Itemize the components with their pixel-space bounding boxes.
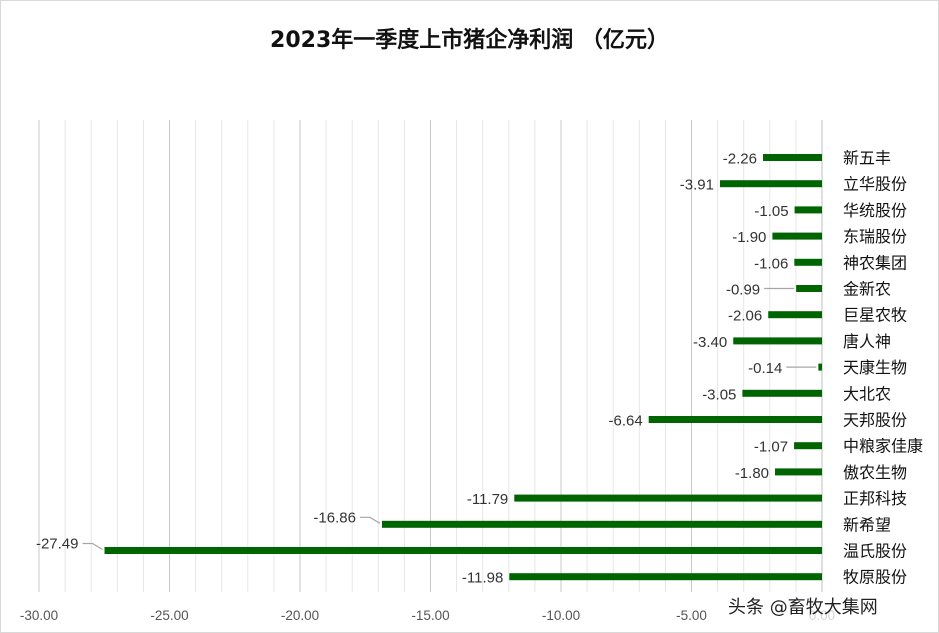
category-label: 金新农 xyxy=(843,280,891,299)
category-label: 中粮家佳康 xyxy=(843,437,923,456)
category-label: 新五丰 xyxy=(843,149,891,168)
bar xyxy=(381,520,822,528)
x-tick-label: -5.00 xyxy=(676,608,707,623)
category-label: 神农集团 xyxy=(843,253,907,272)
category-label: 华统股份 xyxy=(843,201,907,220)
x-tick-label: -30.00 xyxy=(20,608,58,623)
leader-line xyxy=(82,542,103,551)
bar xyxy=(514,494,822,502)
data-label: -6.64 xyxy=(608,413,642,430)
data-label: -0.99 xyxy=(726,282,760,299)
x-tick-label: -25.00 xyxy=(150,608,188,623)
data-label: -11.79 xyxy=(467,491,508,508)
leader-line xyxy=(359,516,381,524)
data-label: -1.80 xyxy=(735,465,769,482)
bar xyxy=(794,258,822,266)
bar xyxy=(509,573,822,581)
bar xyxy=(742,389,822,397)
data-label: -3.91 xyxy=(680,177,714,194)
data-label: -1.90 xyxy=(732,229,766,246)
category-label: 傲农生物 xyxy=(843,463,907,482)
data-label: -2.26 xyxy=(723,151,757,168)
data-label: -11.98 xyxy=(462,570,503,587)
bar xyxy=(719,180,822,188)
bar xyxy=(794,206,822,214)
bar xyxy=(648,416,822,423)
bar xyxy=(818,363,822,371)
chart-title: 2023年一季度上市猪企净利润 （亿元） xyxy=(270,28,669,53)
x-tick-label: -20.00 xyxy=(281,608,319,623)
category-label: 天邦股份 xyxy=(843,411,907,430)
watermark: 头条 @畜牧大集网 xyxy=(722,592,884,620)
category-label: 东瑞股份 xyxy=(843,227,907,246)
data-label: -3.05 xyxy=(702,386,736,403)
category-label: 巨星农牧 xyxy=(843,306,907,325)
category-label: 唐人神 xyxy=(843,332,891,351)
x-tick-label: -15.00 xyxy=(411,608,449,623)
category-label: 正邦科技 xyxy=(843,489,907,508)
category-label: 大北农 xyxy=(843,384,891,403)
bar xyxy=(763,154,822,161)
data-label: -3.40 xyxy=(693,334,727,351)
data-label: -2.06 xyxy=(728,308,762,325)
data-label: -1.05 xyxy=(754,203,788,220)
data-label: -1.07 xyxy=(754,439,788,456)
data-label: -16.86 xyxy=(313,509,356,526)
bar xyxy=(104,547,823,554)
x-tick-label: -10.00 xyxy=(542,608,580,623)
bar xyxy=(772,232,822,240)
category-label: 立华股份 xyxy=(843,175,907,194)
bar xyxy=(768,311,822,319)
data-label: -27.49 xyxy=(36,536,79,553)
bar xyxy=(733,337,822,345)
bar xyxy=(775,468,822,476)
category-label: 牧原股份 xyxy=(843,568,907,587)
category-label: 温氏股份 xyxy=(843,542,907,561)
bar xyxy=(794,442,822,450)
category-label: 新希望 xyxy=(843,515,891,534)
category-label: 天康生物 xyxy=(843,358,907,377)
data-label: -1.06 xyxy=(754,255,788,272)
data-label: -0.14 xyxy=(748,360,782,377)
bar xyxy=(796,285,822,292)
